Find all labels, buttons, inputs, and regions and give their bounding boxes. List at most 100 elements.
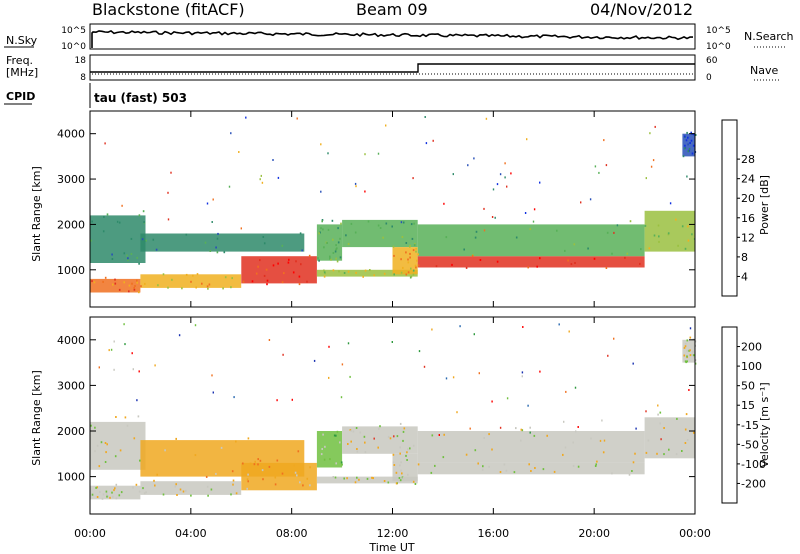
velocity-echo-point (178, 334, 181, 337)
velocity-colorbar-label: Velocity [m s⁻¹] (758, 382, 771, 467)
power-echo-point (688, 147, 691, 150)
power-echo-point (162, 273, 165, 276)
velocity-echo-point (364, 441, 366, 444)
velocity-echo-point (657, 404, 659, 407)
power-echo-point (106, 213, 109, 216)
velocity-echo-point (276, 459, 279, 462)
freq-panel: Freq. [MHz] 18 8 60 0 Nave (6, 54, 780, 83)
velocity-echo-point (431, 328, 433, 331)
power-colorbar-tick-label: 8 (741, 251, 748, 264)
power-echo-point (181, 287, 183, 290)
velocity-echo-point (364, 451, 367, 454)
power-echo-point (335, 257, 337, 260)
velocity-echo-point (568, 330, 570, 333)
velocity-echo-point (477, 462, 479, 465)
power-ytick-label: 1000 (57, 264, 85, 277)
power-echo-point (170, 171, 172, 174)
velocity-echo-point (112, 495, 114, 498)
power-echo-point (322, 228, 324, 231)
velocity-echo-point (109, 496, 111, 499)
velocity-echo-point (389, 437, 392, 440)
velocity-echo-point (124, 416, 127, 419)
power-echo-point (682, 155, 685, 158)
velocity-x-ticks: 00:00 04:00 08:00 12:00 16:00 20:00 00:00 (74, 317, 711, 540)
velocity-echo-band (241, 462, 317, 491)
velocity-echo-point (335, 462, 337, 465)
station-title: Blackstone (fitACF) (92, 0, 245, 19)
velocity-echo-point (488, 433, 490, 436)
power-echo-point (526, 138, 528, 141)
power-echo-point (377, 152, 380, 155)
velocity-colorbar-tick-label: -100 (741, 458, 766, 471)
nsearch-tick-low: 10^0 (706, 42, 731, 52)
power-echo-point (142, 210, 145, 213)
velocity-echo-point (143, 492, 146, 495)
velocity-echo-point (291, 398, 293, 401)
velocity-echo-point (262, 478, 264, 481)
power-echo-point (128, 290, 130, 293)
velocity-echo-point (683, 354, 686, 357)
power-echo-point (102, 280, 104, 283)
power-echo-point (684, 135, 686, 138)
velocity-echo-point (405, 454, 407, 457)
velocity-echo-point (339, 441, 341, 444)
velocity-echo-point (399, 479, 402, 482)
power-echo-point (605, 267, 608, 269)
velocity-echo-point (91, 493, 94, 496)
velocity-echo-point (124, 343, 126, 346)
velocity-echo-point (691, 353, 693, 356)
power-colorbar-tick-label: 12 (741, 231, 755, 244)
velocity-echo-point (356, 448, 358, 450)
power-echo-point (527, 266, 529, 269)
power-echo-point (412, 177, 414, 180)
velocity-echo-point (233, 396, 235, 399)
velocity-echo-point (430, 471, 433, 474)
velocity-echo-point (343, 477, 345, 480)
velocity-echo-point (414, 483, 417, 485)
velocity-echo-point (400, 469, 402, 472)
power-echo-point (415, 266, 417, 269)
velocity-echo-point (403, 427, 406, 430)
power-echo-point (407, 258, 409, 261)
power-echo-point (90, 239, 92, 242)
velocity-echo-point (296, 474, 298, 477)
power-echo-point (347, 243, 350, 245)
power-ytick-label: 3000 (57, 173, 85, 186)
velocity-echo-point (391, 341, 393, 343)
velocity-echo-point (506, 397, 509, 400)
velocity-echo-point (176, 494, 178, 496)
power-echo-point (667, 232, 670, 235)
power-echo-point (127, 259, 129, 262)
power-echo-point (136, 279, 138, 282)
power-echo-point (266, 283, 268, 286)
velocity-echo-point (162, 493, 165, 496)
power-echo-point (626, 252, 629, 255)
power-echo-point (691, 233, 693, 236)
power-echo-point (277, 176, 280, 179)
velocity-echo-point (546, 434, 548, 437)
power-echo-point (409, 245, 411, 248)
velocity-echo-point (527, 404, 529, 407)
power-echo-point (687, 239, 690, 242)
velocity-echo-point (114, 487, 116, 490)
velocity-colorbar-tick-label: -50 (741, 438, 759, 451)
velocity-echo-point (565, 390, 567, 393)
velocity-echo-point (119, 449, 122, 452)
velocity-echo-point (107, 495, 109, 498)
power-echo-point (281, 244, 284, 247)
velocity-echo-point (693, 356, 696, 359)
power-echo-point (494, 216, 496, 219)
velocity-echo-point (575, 430, 577, 433)
velocity-echo-point (324, 445, 326, 448)
velocity-echo-point (153, 479, 155, 482)
velocity-echo-point (611, 472, 613, 475)
velocity-echo-point (306, 477, 309, 480)
velocity-echo-point (268, 465, 271, 468)
velocity-echo-point (685, 413, 688, 416)
velocity-colorbar: 200 100 50 15 -15 -50 -100 -200 Velocity [m s⁻¹… (721, 326, 771, 504)
power-echo-point (335, 244, 337, 247)
power-echo-point (133, 286, 135, 289)
power-echo-point (222, 287, 224, 290)
velocity-echo-point (686, 360, 688, 363)
power-echo-point (400, 258, 402, 261)
